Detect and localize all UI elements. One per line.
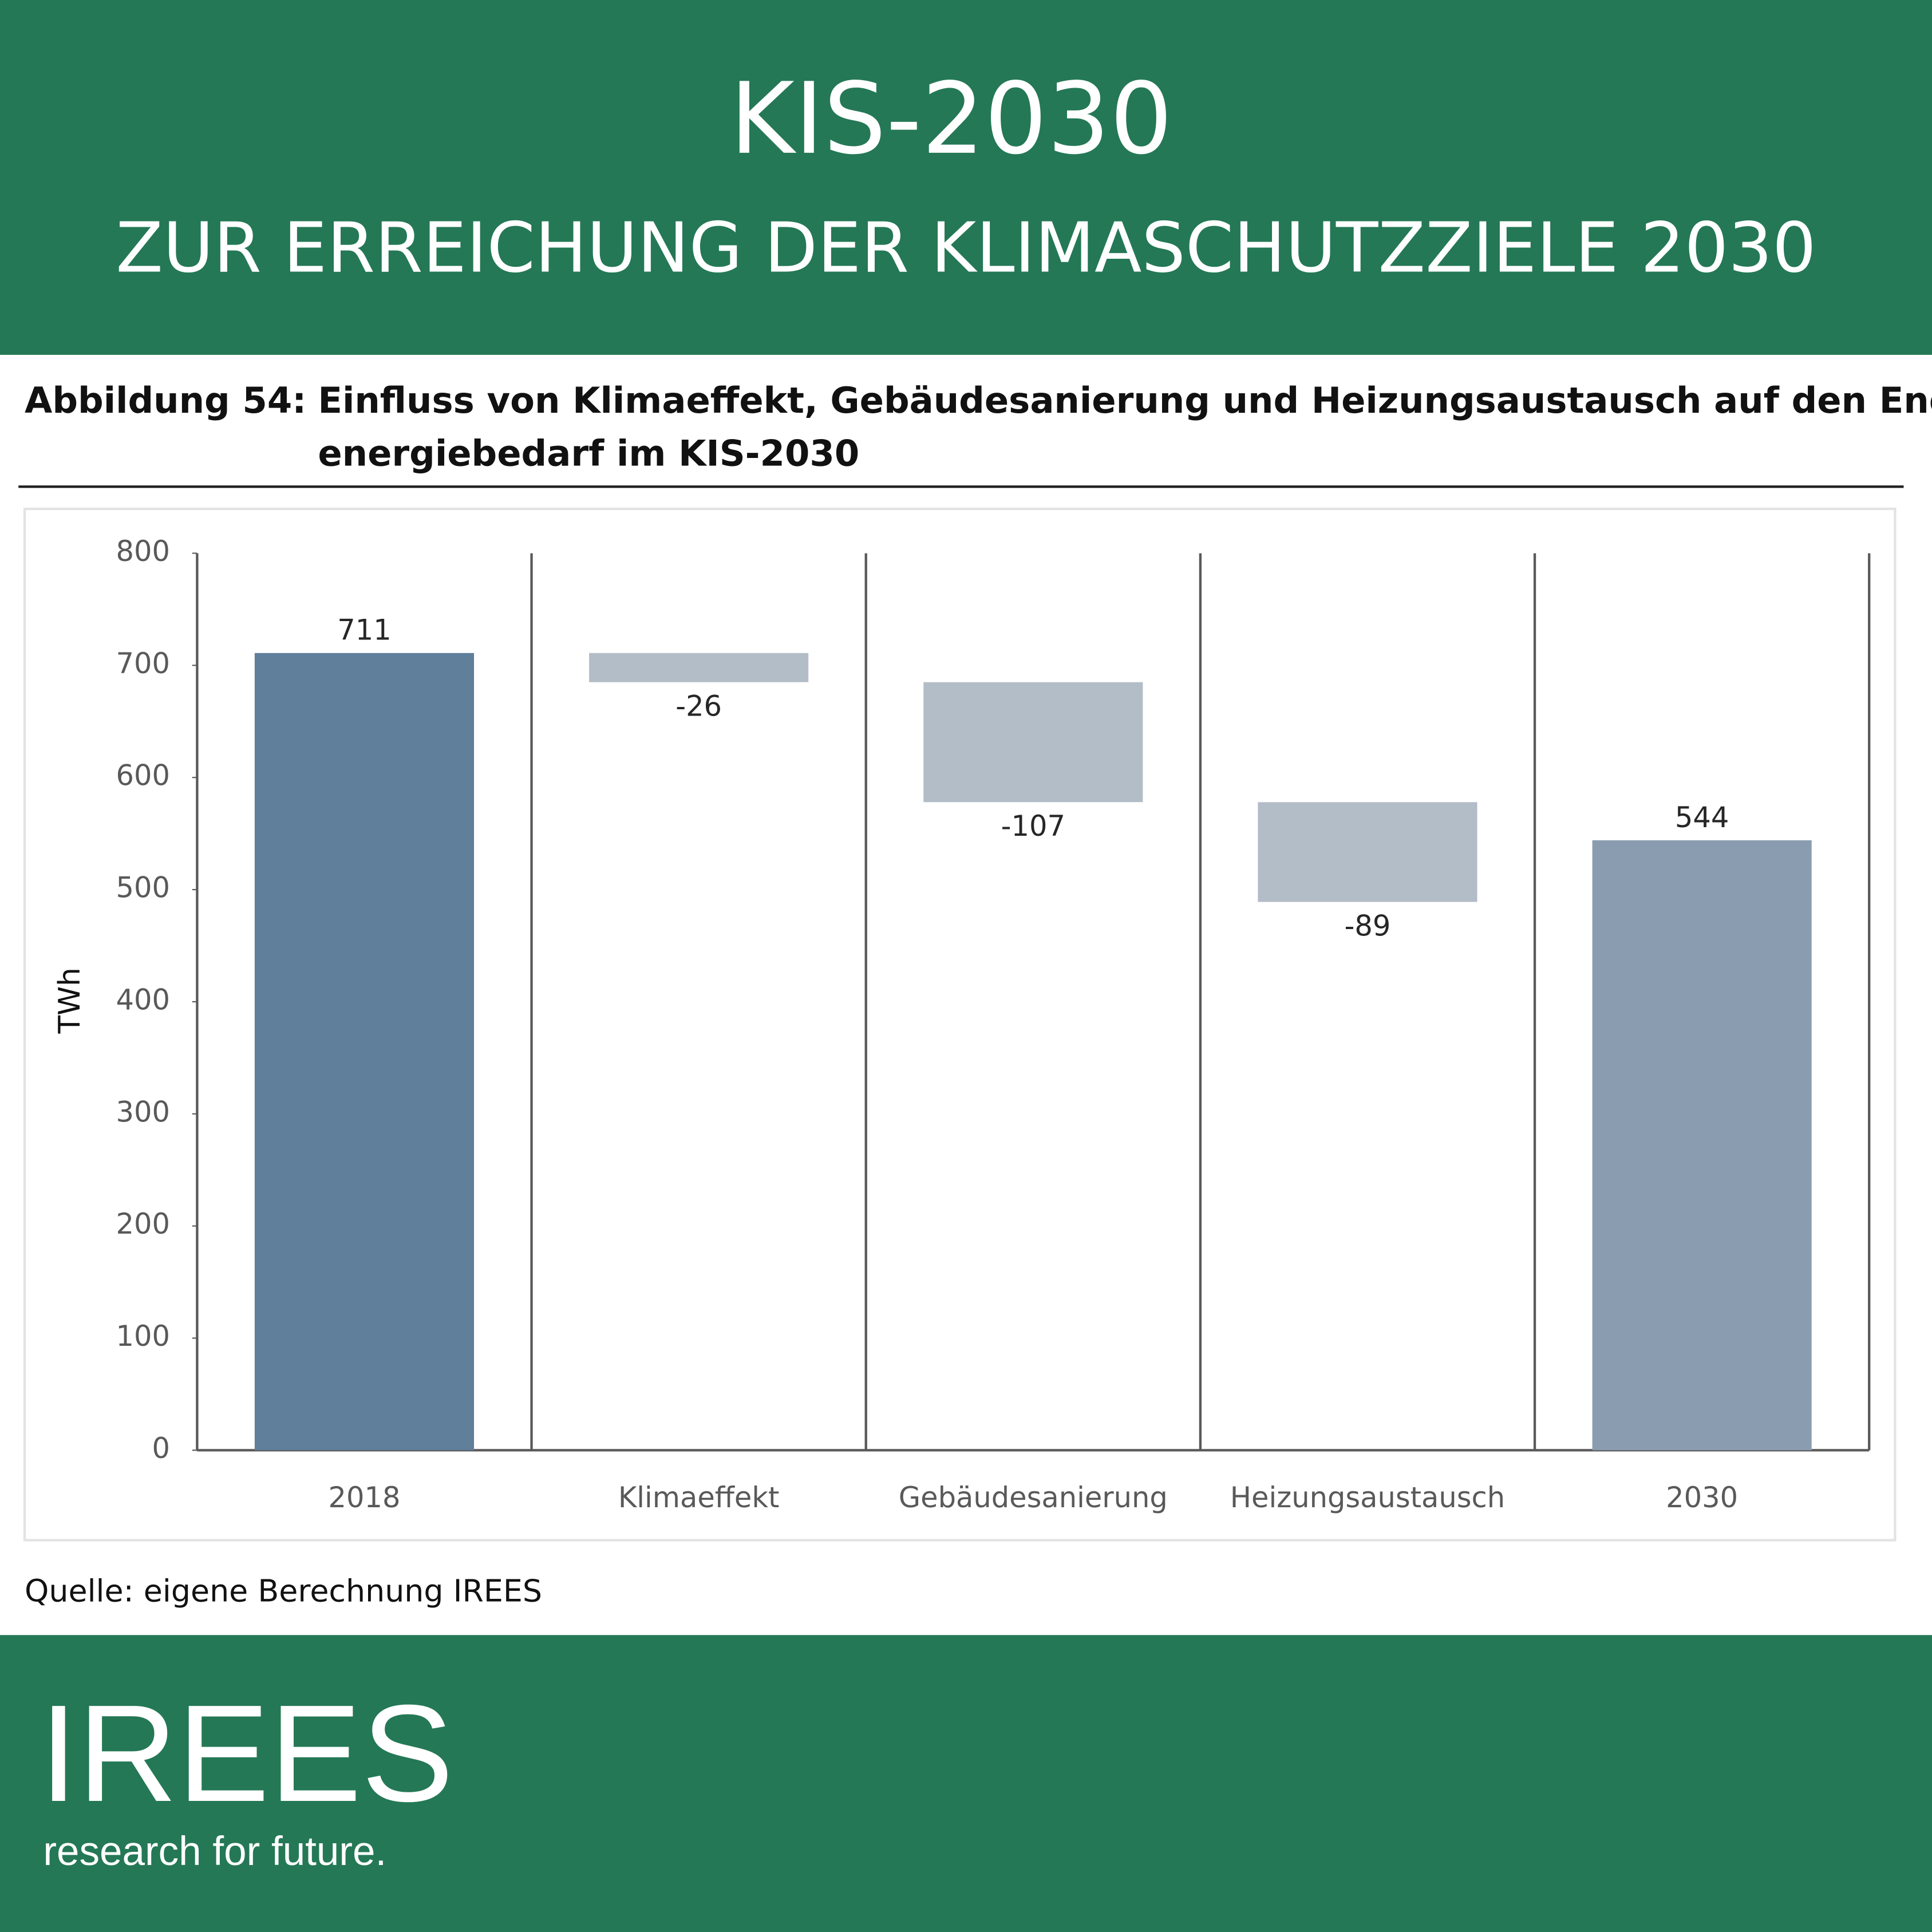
y-tick-label: 800 [116, 535, 170, 568]
y-tick-label: 500 [116, 871, 170, 904]
footer-band [0, 1635, 1932, 1932]
header-band [0, 0, 1932, 355]
x-tick-label: Heizungsaustausch [1230, 1481, 1505, 1514]
y-tick-label: 400 [116, 983, 170, 1016]
y-tick-label: 600 [116, 759, 170, 792]
bar [589, 653, 809, 682]
y-tick-label: 0 [152, 1432, 170, 1465]
y-axis-label: TWh [53, 967, 87, 1034]
header-title: KIS-2030 [730, 61, 1172, 176]
y-tick-label: 100 [116, 1319, 170, 1353]
bar [1592, 840, 1812, 1451]
x-tick-label: 2018 [328, 1481, 400, 1514]
value-label: 711 [337, 614, 391, 647]
bar [1258, 802, 1477, 902]
value-label: -89 [1345, 909, 1391, 942]
value-label: -107 [1001, 809, 1065, 843]
bar [254, 653, 475, 1451]
y-tick-label: 700 [116, 647, 170, 680]
figure-caption: energiebedarf im KIS-2030 [318, 432, 859, 474]
y-tick-label: 300 [116, 1095, 170, 1128]
x-tick-label: Klimaeffekt [618, 1481, 780, 1514]
value-label: -26 [675, 689, 722, 722]
logo-name: IREES [39, 1677, 453, 1831]
x-tick-label: 2030 [1666, 1481, 1738, 1514]
header-subtitle: ZUR ERREICHUNG DER KLIMASCHUTZZIELE 2030 [116, 208, 1816, 288]
figure-number: Abbildung 54: [25, 380, 306, 421]
x-tick-label: Gebäudesanierung [899, 1481, 1168, 1514]
source: Quelle: eigene Berechnung IREES [25, 1573, 542, 1609]
value-label: 544 [1675, 801, 1729, 834]
logo-tagline: research for future. [43, 1829, 386, 1874]
bar [923, 682, 1143, 803]
y-tick-label: 200 [116, 1207, 170, 1240]
figure-caption: Einfluss von Klimaeffekt, Gebäudesanieru… [318, 380, 1932, 421]
